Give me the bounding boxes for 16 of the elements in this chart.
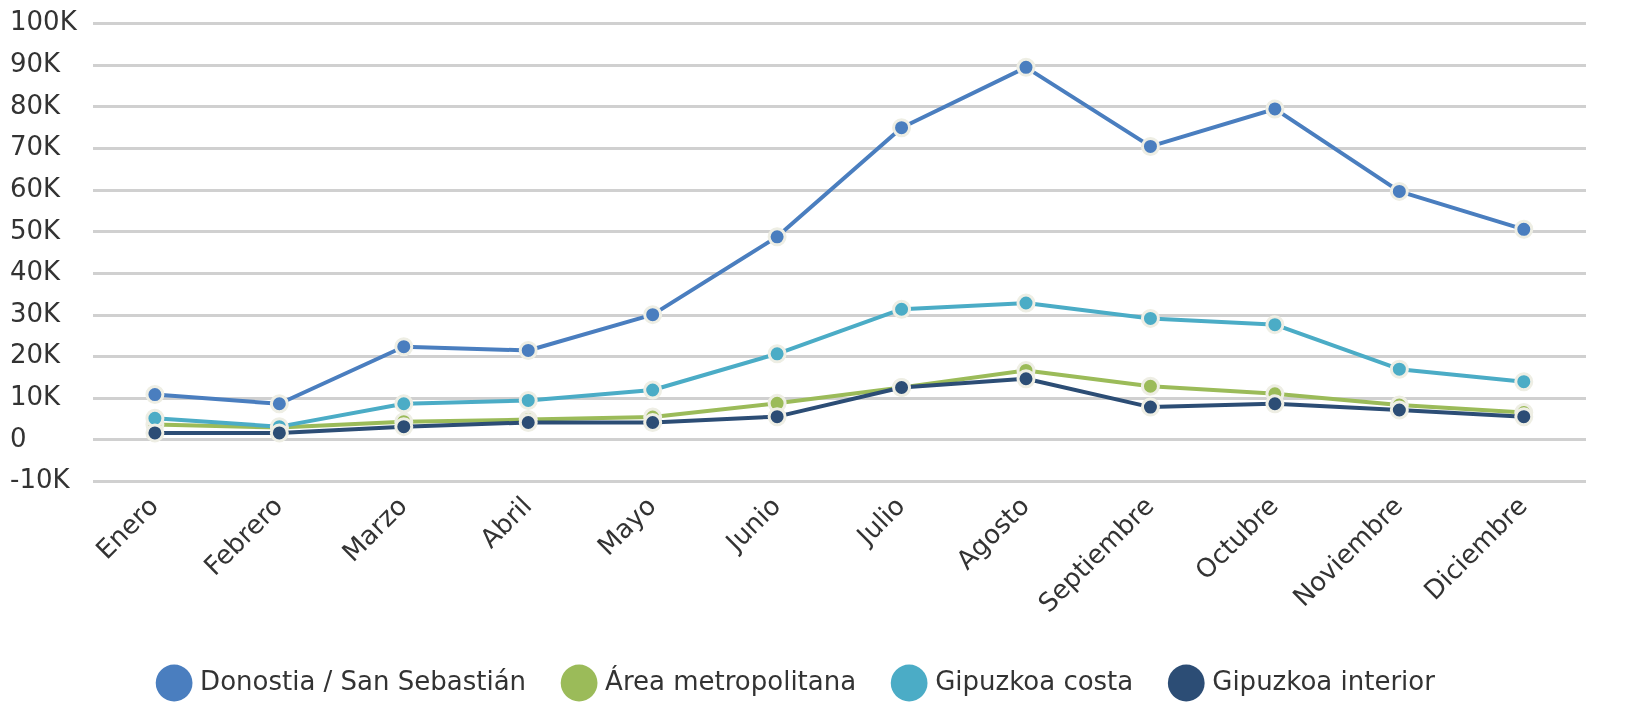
legend-label: Donostia / San Sebastián xyxy=(200,665,527,696)
y-tick-label: 10K xyxy=(10,381,62,412)
y-tick-label: 40K xyxy=(10,256,62,287)
y-tick-label: 20K xyxy=(10,339,62,370)
y-tick-label: 70K xyxy=(10,131,62,162)
y-tick-label: 0 xyxy=(10,422,27,453)
y-tick-label: 80K xyxy=(10,89,62,120)
legend-label: Área metropolitana xyxy=(605,664,857,696)
y-tick-label: -10K xyxy=(10,464,71,495)
y-tick-label: 60K xyxy=(10,172,62,203)
legend-label: Gipuzkoa interior xyxy=(1212,665,1436,696)
y-tick-label: 30K xyxy=(10,297,62,328)
legend-label: Gipuzkoa costa xyxy=(935,665,1134,696)
y-tick-label: 50K xyxy=(10,214,62,245)
y-tick-label: 100K xyxy=(10,6,78,37)
y-tick-label: 90K xyxy=(10,47,62,78)
